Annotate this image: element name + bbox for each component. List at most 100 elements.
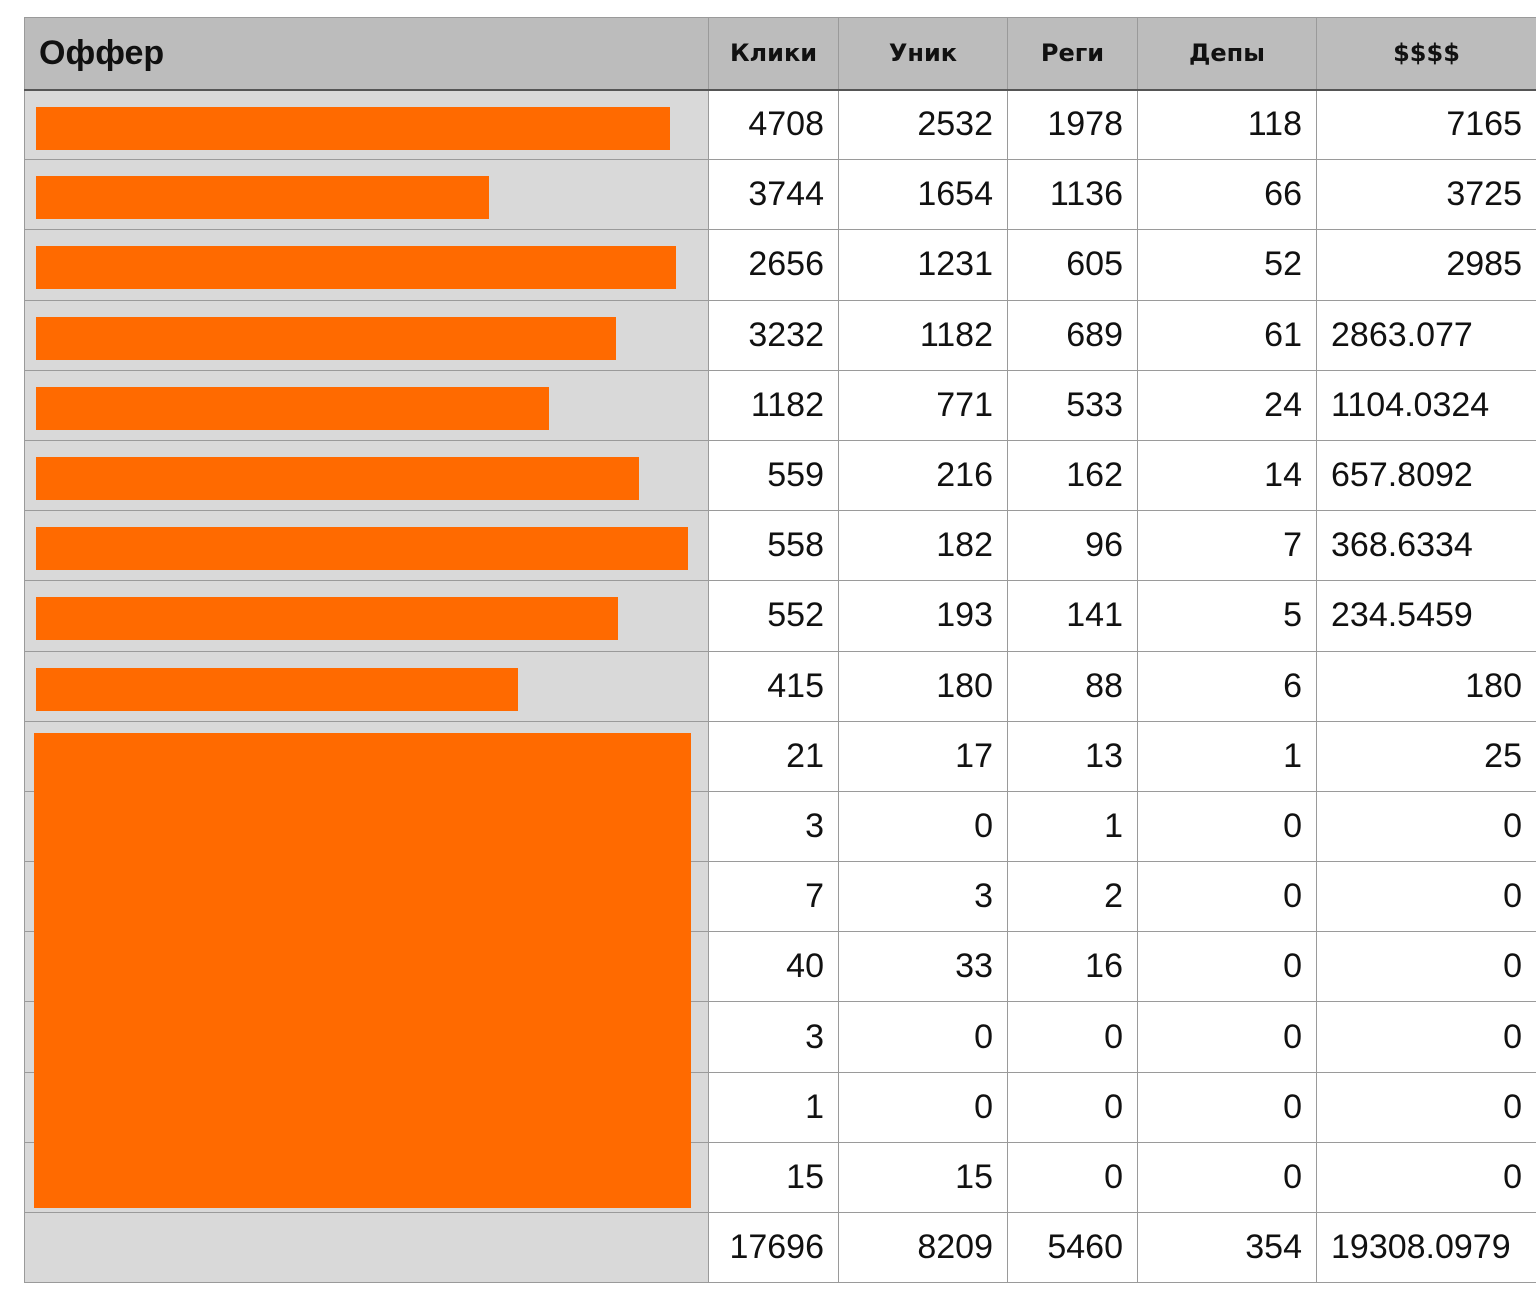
table-row: BR | Vulkan Vegas558182967368.6334	[24, 510, 1536, 582]
redaction-bar	[36, 246, 676, 290]
offer-cell	[24, 369, 709, 441]
total-clicks: 17696	[708, 1212, 839, 1283]
cell-clicks: 3	[708, 790, 839, 863]
cell-uniques: 771	[838, 369, 1008, 441]
cell-deps: 118	[1137, 88, 1317, 161]
cell-clicks: 552	[708, 580, 839, 652]
table-row: 3744 1654 1136 66 3725	[24, 159, 1536, 231]
table-row: 559 216 162 14 657.8092	[24, 439, 1536, 512]
cell-deps: 14	[1137, 439, 1317, 512]
cell-money: 25	[1316, 720, 1536, 792]
cell-deps: 66	[1137, 159, 1317, 231]
stats-sheet: Оффер Клики Уник Реги Депы $$$$ 4708 2532…	[24, 17, 1536, 1285]
redaction-bar	[36, 667, 518, 711]
cell-uniques: 182	[838, 510, 1008, 582]
cell-regs: 0	[1007, 1001, 1138, 1073]
cell-uniques: 1231	[838, 229, 1008, 301]
total-uniques: 8209	[838, 1212, 1008, 1283]
cell-clicks: 2656	[708, 229, 839, 301]
cell-deps: 0	[1137, 931, 1317, 1003]
column-header-offer: Оффер	[24, 17, 709, 91]
cell-money: 2985	[1316, 229, 1536, 301]
cell-money: 657.8092	[1316, 439, 1536, 512]
cell-uniques: 2532	[838, 88, 1008, 161]
cell-clicks: 21	[708, 720, 839, 792]
cell-uniques: 1654	[838, 159, 1008, 231]
cell-uniques: 0	[838, 790, 1008, 863]
redaction-bar	[36, 527, 688, 571]
cell-clicks: 4708	[708, 88, 839, 161]
redaction-bar	[36, 597, 618, 641]
column-header-money: $$$$	[1316, 17, 1536, 91]
offer-cell	[24, 88, 709, 161]
cell-clicks: 415	[708, 650, 839, 722]
cell-money: 0	[1316, 790, 1536, 863]
cell-regs: 1	[1007, 790, 1138, 863]
cell-deps: 24	[1137, 369, 1317, 441]
redaction-bar	[36, 176, 489, 220]
cell-deps: 52	[1137, 229, 1317, 301]
redaction-block	[34, 733, 691, 1208]
offer-cell: BR | 1win	[24, 650, 709, 722]
column-header-regs: Реги	[1007, 17, 1138, 91]
table-row: 3232 1182 689 61 2863.077	[24, 299, 1536, 371]
offer-cell	[24, 229, 709, 301]
offer-cell	[24, 299, 709, 371]
table-row: 1182 771 533 24 1104.0324	[24, 369, 1536, 441]
cell-money: 0	[1316, 1001, 1536, 1073]
cell-regs: 0	[1007, 1071, 1138, 1143]
cell-clicks: 15	[708, 1141, 839, 1214]
cell-deps: 6	[1137, 650, 1317, 722]
cell-clicks: 40	[708, 931, 839, 1003]
cell-money: 0	[1316, 861, 1536, 933]
cell-regs: 16	[1007, 931, 1138, 1003]
cell-regs: 605	[1007, 229, 1138, 301]
offer-stats-table: Оффер Клики Уник Реги Депы $$$$ 4708 2532…	[24, 17, 1536, 1283]
table-row: BR | Volt5521931415234.5459	[24, 580, 1536, 652]
table-row: BR | 1win415180886180	[24, 650, 1536, 722]
cell-clicks: 1	[708, 1071, 839, 1143]
cell-regs: 141	[1007, 580, 1138, 652]
offer-cell: BR | Volt	[24, 580, 709, 652]
cell-money: 3725	[1316, 159, 1536, 231]
cell-deps: 5	[1137, 580, 1317, 652]
column-header-deps: Депы	[1137, 17, 1317, 91]
total-regs: 5460	[1007, 1212, 1138, 1283]
cell-money: 368.6334	[1316, 510, 1536, 582]
cell-uniques: 15	[838, 1141, 1008, 1214]
table-row: 4708 2532 1978 118 7165	[24, 88, 1536, 161]
totals-row: 17696 8209 5460 354 19308.0979	[24, 1212, 1536, 1283]
cell-money: 7165	[1316, 88, 1536, 161]
cell-money: 0	[1316, 1071, 1536, 1143]
cell-clicks: 1182	[708, 369, 839, 441]
redaction-bar	[36, 386, 549, 430]
cell-regs: 689	[1007, 299, 1138, 371]
redaction-bar	[36, 106, 670, 150]
cell-deps: 0	[1137, 1001, 1317, 1073]
redaction-bar	[36, 456, 639, 500]
offer-cell	[24, 439, 709, 512]
cell-uniques: 3	[838, 861, 1008, 933]
totals-label-cell	[24, 1212, 709, 1283]
cell-regs: 162	[1007, 439, 1138, 512]
cell-uniques: 193	[838, 580, 1008, 652]
cell-deps: 0	[1137, 861, 1317, 933]
offer-cell: BR | Vulkan Vegas	[24, 510, 709, 582]
cell-regs: 13	[1007, 720, 1138, 792]
cell-regs: 0	[1007, 1141, 1138, 1214]
cell-uniques: 216	[838, 439, 1008, 512]
table-body: 4708 2532 1978 118 7165 3744 1654 1136 66 3725 265…	[24, 88, 1536, 1283]
cell-clicks: 559	[708, 439, 839, 512]
cell-uniques: 17	[838, 720, 1008, 792]
header-row: Оффер Клики Уник Реги Депы $$$$	[24, 17, 1536, 91]
cell-money: 0	[1316, 1141, 1536, 1214]
cell-uniques: 0	[838, 1071, 1008, 1143]
cell-deps: 1	[1137, 720, 1317, 792]
total-money: 19308.0979	[1316, 1212, 1536, 1283]
cell-regs: 533	[1007, 369, 1138, 441]
cell-regs: 1978	[1007, 88, 1138, 161]
cell-deps: 0	[1137, 1141, 1317, 1214]
cell-uniques: 33	[838, 931, 1008, 1003]
column-header-clicks: Клики	[708, 17, 839, 91]
cell-uniques: 1182	[838, 299, 1008, 371]
